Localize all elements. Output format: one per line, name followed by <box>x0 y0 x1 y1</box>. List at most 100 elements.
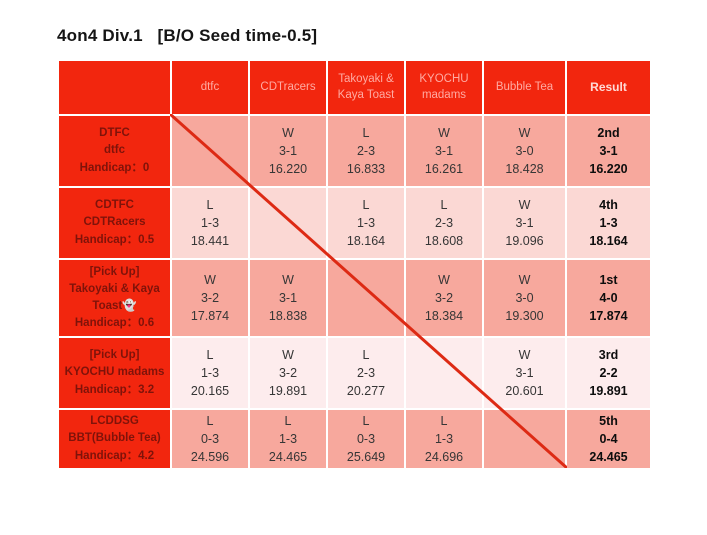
match-score: 3-1 <box>278 290 298 305</box>
match-time: 25.649 <box>346 450 386 465</box>
match-outcome: L <box>206 197 214 212</box>
match-outcome: L <box>362 347 370 362</box>
result-rank: 3rd <box>598 347 619 362</box>
match-outcome: W <box>438 272 450 287</box>
team-cell: LCDDSG BBT(Bubble Tea) Handicap：4.2 <box>57 408 172 470</box>
match-time: 24.465 <box>268 450 308 465</box>
match-time: 16.261 <box>424 162 464 177</box>
match-time: 18.428 <box>505 162 544 177</box>
match-time: 16.220 <box>268 162 308 177</box>
match-cell: L 1-3 24.465 <box>248 408 328 470</box>
match-time: 18.164 <box>346 234 386 249</box>
match-time: 16.833 <box>346 162 386 177</box>
result-record: 2-2 <box>599 365 618 380</box>
team-name-line: [Pick Up] <box>89 349 140 362</box>
match-score: 3-1 <box>515 215 534 230</box>
result-time: 16.220 <box>589 162 628 177</box>
self-match-cell <box>248 186 328 260</box>
col-header-bubble-tea: Bubble Tea <box>482 59 567 116</box>
match-score: 3-1 <box>515 365 534 380</box>
result-record: 0-4 <box>599 431 618 446</box>
team-name-line: dtfc <box>103 144 126 157</box>
page-title: 4on4 Div.1 [B/O Seed time-0.5] <box>57 26 318 45</box>
match-outcome: W <box>518 125 531 140</box>
match-cell: W 3-1 19.096 <box>482 186 567 260</box>
match-cell: W 3-2 17.874 <box>170 258 250 338</box>
team-row: DTFC dtfc Handicap：0 W 3-1 16.220 L 2-3 16.833 W 3… <box>57 114 652 188</box>
corner-header <box>57 59 172 116</box>
result-record: 1-3 <box>599 215 618 230</box>
team-row: [Pick Up] Takoyaki & Kaya Toast👻 Handicap：… <box>57 258 652 338</box>
match-outcome: L <box>362 197 370 212</box>
result-cell: 3rd 2-2 19.891 <box>565 336 652 410</box>
match-cell: L 2-3 20.277 <box>326 336 406 410</box>
match-time: 18.384 <box>424 309 464 324</box>
match-score: 3-0 <box>515 290 534 305</box>
match-cell: W 3-1 20.601 <box>482 336 567 410</box>
col-header-cdtracers: CDTracers <box>248 59 328 116</box>
team-row: [Pick Up] KYOCHU madams Handicap：3.2 L 1-3 20… <box>57 336 652 410</box>
result-time: 24.465 <box>589 450 628 465</box>
match-outcome: L <box>206 347 214 362</box>
match-cell: L 1-3 20.165 <box>170 336 250 410</box>
self-match-cell <box>326 258 406 338</box>
match-score: 1-3 <box>356 215 376 230</box>
match-cell: L 0-3 24.596 <box>170 408 250 470</box>
result-record: 4-0 <box>599 290 618 305</box>
match-score: 3-2 <box>278 365 298 380</box>
result-cell: 5th 0-4 24.465 <box>565 408 652 470</box>
match-cell: L 1-3 24.696 <box>404 408 484 470</box>
team-name-line: Handicap：0.5 <box>74 233 155 246</box>
team-name-line: LCDDSG <box>90 415 139 428</box>
result-rank: 5th <box>599 413 618 428</box>
match-outcome: L <box>362 413 370 428</box>
match-outcome: L <box>440 413 448 428</box>
match-time: 19.300 <box>505 309 544 324</box>
match-score: 2-3 <box>356 143 376 158</box>
match-cell: W 3-1 18.838 <box>248 258 328 338</box>
match-outcome: L <box>440 197 448 212</box>
col-header-dtfc: dtfc <box>170 59 250 116</box>
match-time: 18.608 <box>424 234 464 249</box>
match-score: 3-1 <box>278 143 298 158</box>
team-name-line: [Pick Up] <box>89 265 140 278</box>
match-score: 1-3 <box>200 365 220 380</box>
match-time: 20.601 <box>505 384 544 399</box>
match-score: 2-3 <box>356 365 376 380</box>
match-cell: L 2-3 16.833 <box>326 114 406 188</box>
match-cell: W 3-0 19.300 <box>482 258 567 338</box>
self-match-cell <box>170 114 250 188</box>
match-cell: L 2-3 18.608 <box>404 186 484 260</box>
match-outcome: W <box>282 347 294 362</box>
match-score: 0-3 <box>356 431 376 446</box>
match-time: 20.277 <box>346 384 386 399</box>
result-record: 3-1 <box>599 143 618 158</box>
match-score: 1-3 <box>200 215 220 230</box>
match-time: 18.838 <box>268 309 308 324</box>
match-score: 0-3 <box>200 431 220 446</box>
team-cell: [Pick Up] KYOCHU madams Handicap：3.2 <box>57 336 172 410</box>
match-score: 3-2 <box>200 290 220 305</box>
match-score: 3-0 <box>515 143 534 158</box>
match-outcome: L <box>206 413 214 428</box>
match-time: 17.874 <box>190 309 230 324</box>
match-cell: L 0-3 25.649 <box>326 408 406 470</box>
match-cell: L 1-3 18.164 <box>326 186 406 260</box>
match-outcome: W <box>438 125 450 140</box>
result-rank: 4th <box>599 197 618 212</box>
result-rank: 1st <box>599 272 618 287</box>
match-outcome: W <box>518 347 531 362</box>
match-cell: W 3-1 16.261 <box>404 114 484 188</box>
col-header-result: Result <box>565 59 652 116</box>
result-cell: 2nd 3-1 16.220 <box>565 114 652 188</box>
col-header-kyochu-madams: KYOCHU madams <box>404 59 484 116</box>
team-name-line: Handicap：3.2 <box>74 383 155 396</box>
results-table: dtfc CDTracers Takoyaki & Kaya Toast KYOCHU… <box>57 59 652 470</box>
team-cell: DTFC dtfc Handicap：0 <box>57 114 172 188</box>
match-score: 1-3 <box>278 431 298 446</box>
team-cell: [Pick Up] Takoyaki & Kaya Toast👻 Handicap：… <box>57 258 172 338</box>
team-name-line: Handicap：0.6 <box>74 317 155 330</box>
result-cell: 1st 4-0 17.874 <box>565 258 652 338</box>
self-match-cell <box>404 336 484 410</box>
team-row: LCDDSG BBT(Bubble Tea) Handicap：4.2 L 0-3 24.… <box>57 408 652 470</box>
